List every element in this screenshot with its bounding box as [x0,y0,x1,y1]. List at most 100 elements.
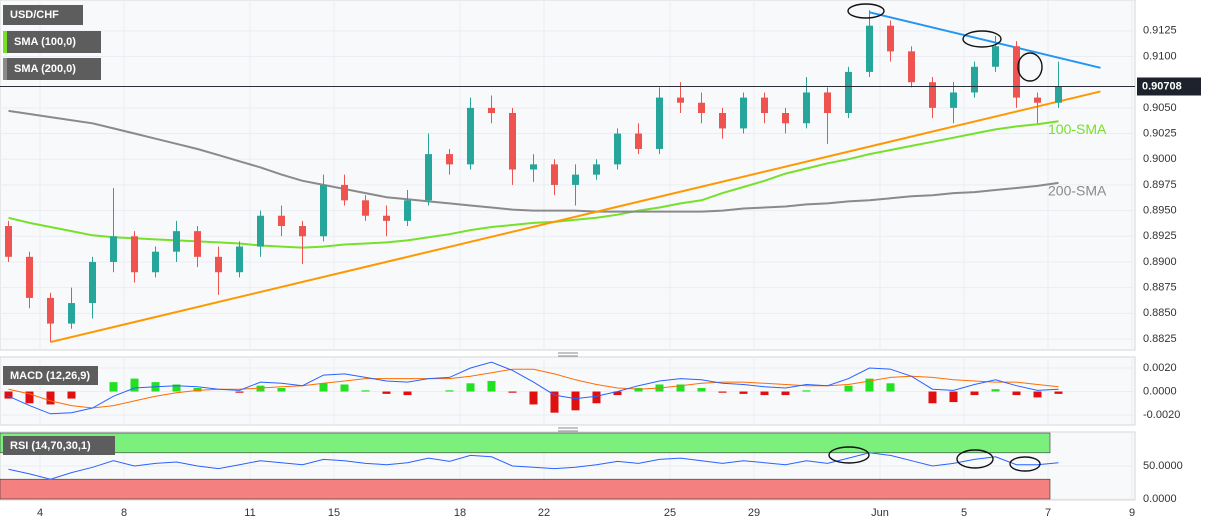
candle-body [26,256,33,298]
candle-body [173,231,180,252]
candle-body [887,25,894,52]
candle-body [467,107,474,165]
legend-label: SMA (100,0) [14,36,76,48]
macd-histogram-bar [760,391,769,396]
y-tick-label: 0.9125 [1143,25,1177,37]
candle-body [1034,97,1041,103]
marks: 100-SMA 200-SMA [0,0,1135,500]
rsi-label: RSI (14,70,30,1) [10,440,91,452]
x-tick-label: Jun [871,507,889,519]
candle-body [929,82,936,108]
candle-body [509,113,516,170]
sma-line [8,109,1059,213]
x-tick-label: 11 [244,507,255,519]
y-tick-label: 50.0000 [1143,460,1183,472]
candle-body [131,236,138,273]
macd-histogram-bar [613,391,622,396]
candle-body [488,107,495,114]
y-tick-label: 0.0020 [1143,362,1177,374]
candle-body [5,226,12,257]
macd-label: MACD (12,26,9) [10,370,90,382]
oversold-zone [0,478,1051,500]
macd-histogram-bar [319,383,328,392]
macd-histogram-bar [529,391,538,405]
panel-handles [558,352,578,432]
candle-body [950,92,957,108]
x-tick-label: 15 [328,507,340,519]
candle-body [404,200,411,221]
x-tick-label: 18 [454,507,466,519]
candle-body [530,164,537,170]
candle-body [425,154,432,201]
candle-body [446,154,453,165]
highlight-circle [956,449,994,469]
highlight-circle [1009,456,1041,472]
candle-body [698,102,705,114]
macd-histogram-bar [445,390,454,392]
macd-histogram-bar [361,390,370,392]
macd-histogram-bar [340,384,349,392]
macd-histogram-bar [277,388,286,392]
x-tick-label: 29 [748,507,760,519]
last-price-box [1137,77,1201,96]
macd-histogram-bar [802,390,811,392]
trend-line [50,90,1101,344]
rsi-label-box [3,436,115,455]
legend-box [3,58,101,80]
macd-histogram-bar [193,388,202,392]
candle-body [341,184,348,201]
y-tick-label: 0.8900 [1143,256,1177,268]
y-tick-label: 0.9050 [1143,102,1177,114]
x-tick-label: 5 [961,507,967,519]
macd-histogram-bar [886,383,895,392]
y-tick-label: 0.8925 [1143,230,1177,242]
candle-body [320,184,327,237]
legend-box [3,31,101,53]
candle-body [89,261,96,304]
candle-body [1055,86,1062,103]
legend-symbol: USD/CHF [10,9,59,21]
candle-body [677,97,684,103]
macd-histogram-bar [25,391,34,404]
highlight-circle [828,446,870,464]
macd-histogram-bar [403,391,412,396]
y-tick-label: 0.8825 [1143,333,1177,345]
x-tick-label: 4 [37,507,43,519]
candle-body [299,226,306,237]
highlight-circles [828,3,1043,472]
candle-body [68,303,75,324]
y-tick-label: 0.8975 [1143,179,1177,191]
macd-histogram-bar [466,383,475,392]
y-tick-label: 0.0000 [1143,385,1177,397]
macd-histogram-bar [970,391,979,396]
candle-body [740,97,747,129]
macd-histogram-bar [46,391,55,405]
macd-label-box [3,366,98,385]
macd-histogram-bar [256,385,265,392]
macd-histogram-bar [1012,391,1021,396]
sma-annotation: 100-SMA [1048,121,1107,137]
legend-box [3,5,83,25]
candle-body [383,215,390,221]
macd-histogram-bar [109,382,118,392]
macd-histogram-bar [550,391,559,413]
candle-body [593,164,600,175]
macd-histogram-bar [844,385,853,392]
macd-histogram-bar [130,378,139,392]
x-tick-label: 7 [1045,507,1051,519]
x-tick-label: 25 [664,507,676,519]
candle-body [908,51,915,83]
candle-body [194,231,201,257]
macd-histogram-bar [592,391,601,404]
macd-line [8,361,1059,415]
macd-histogram-bar [676,384,685,392]
x-tick-label: 9 [1129,507,1135,519]
y-tick-label: -0.0020 [1143,409,1180,421]
y-tick-label: 0.9025 [1143,127,1177,139]
candle-body [866,25,873,72]
highlight-circle [962,30,1002,48]
macd-histogram-bar [487,380,496,392]
candle-body [1013,46,1020,98]
